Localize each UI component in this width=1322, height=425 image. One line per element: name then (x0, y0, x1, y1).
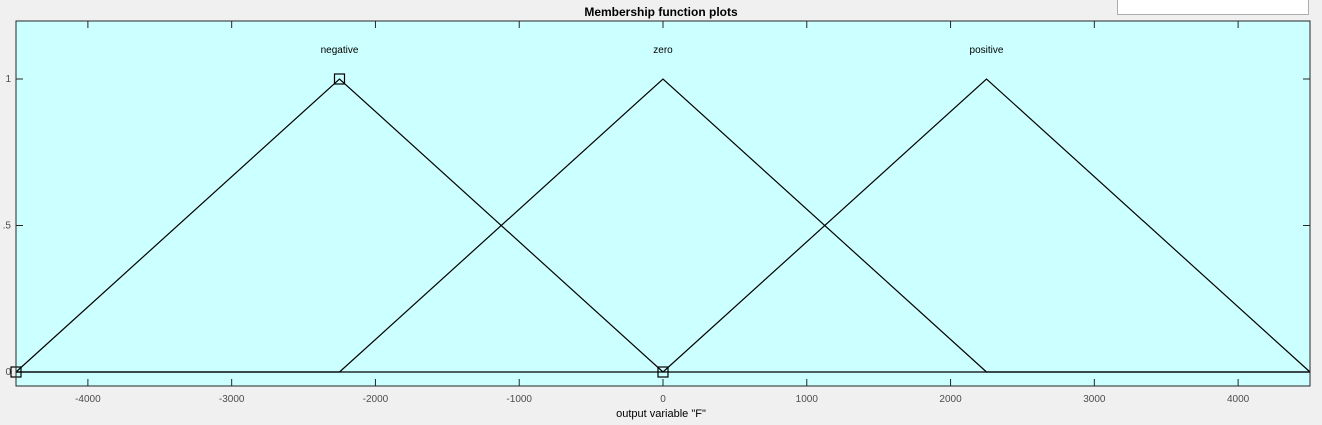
x-tick-label: -1000 (506, 394, 532, 405)
x-tick-label: 1000 (796, 394, 819, 405)
x-tick-label: -4000 (75, 394, 101, 405)
x-tick-label: 2000 (939, 394, 962, 405)
axis-ticks: -4000 -3000 -2000 -1000 0 1000 2000 3000 4000 0 .5… (3, 21, 1310, 405)
x-axis-label: output variable "F" (616, 408, 706, 420)
mf-handle[interactable] (333, 73, 346, 85)
x-tick-label: 0 (660, 394, 666, 405)
membership-functions[interactable] (15, 78, 1311, 373)
x-tick-label: 4000 (1227, 394, 1250, 405)
mf-handle[interactable] (657, 366, 669, 378)
y-tick-label: 0 (5, 367, 11, 378)
variable-name-field[interactable] (1117, 0, 1309, 15)
mf-zero-label: zero (653, 45, 673, 56)
x-tick-label: -3000 (219, 394, 245, 405)
plot-frame (15, 20, 1311, 387)
mf-positive-label: positive (970, 45, 1004, 56)
x-tick-label: -2000 (363, 394, 389, 405)
plot-area[interactable] (16, 21, 1310, 386)
y-tick-label: .5 (3, 221, 12, 232)
y-tick-label: 1 (5, 74, 11, 85)
mf-negative-label: negative (321, 45, 359, 56)
mf-labels: negative zero positive (321, 45, 1004, 56)
chart-title: Membership function plots (584, 5, 738, 19)
mf-positive-line[interactable] (16, 78, 1311, 373)
x-tick-label: 3000 (1083, 394, 1106, 405)
